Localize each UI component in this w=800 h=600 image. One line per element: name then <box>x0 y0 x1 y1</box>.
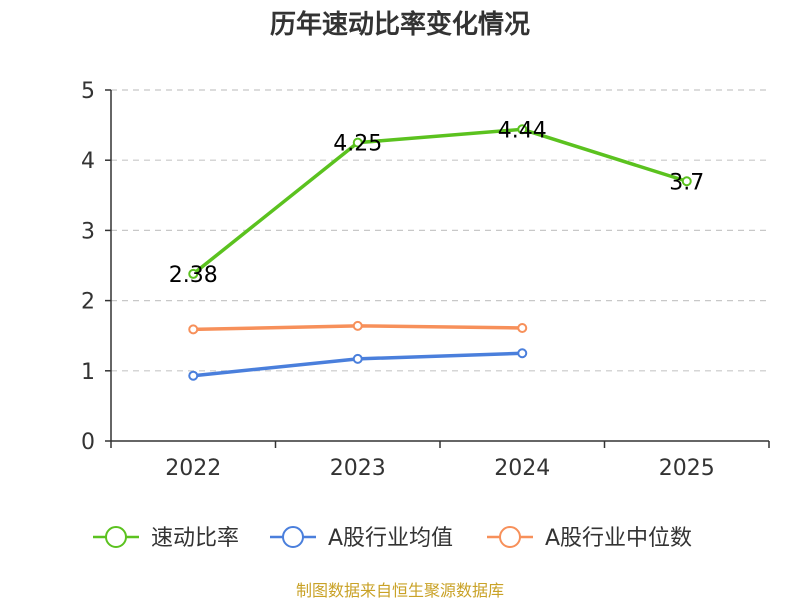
legend-item: A股行业中位数 <box>487 526 692 551</box>
data-point <box>188 268 199 279</box>
y-tick-label: 1 <box>81 360 95 385</box>
legend-item: 速动比率 <box>93 526 239 551</box>
data-point <box>352 137 363 148</box>
chart-title: 历年速动比率变化情况 <box>270 9 530 40</box>
data-label: 4.25 <box>333 132 382 157</box>
data-point <box>517 348 528 359</box>
x-tick-label: 2025 <box>659 456 715 481</box>
source-note: 制图数据来自恒生聚源数据库 <box>296 581 504 600</box>
y-tick-label: 2 <box>81 290 95 315</box>
data-point <box>517 124 528 135</box>
legend-marker <box>499 526 521 548</box>
x-tick-label: 2024 <box>494 456 550 481</box>
legend-label: 速动比率 <box>151 526 239 551</box>
data-point <box>188 370 199 381</box>
y-tick-label: 3 <box>81 219 95 244</box>
series-lines <box>188 124 692 381</box>
legend-item: A股行业均值 <box>270 526 453 551</box>
data-point <box>517 322 528 333</box>
series-line <box>191 127 689 276</box>
axes: 0 1 2 3 4 5 2022 2023 2024 2025 <box>81 79 770 481</box>
y-tick-label: 4 <box>81 149 95 174</box>
legend-label: A股行业中位数 <box>545 526 692 551</box>
y-tick-label: 5 <box>81 79 95 104</box>
data-point <box>188 324 199 335</box>
data-point <box>352 320 363 331</box>
x-tick-label: 2023 <box>330 456 386 481</box>
data-label: 2.38 <box>169 263 218 288</box>
legend-marker <box>105 526 127 548</box>
data-point <box>681 176 692 187</box>
data-labels: 2.38 4.25 4.44 3.7 <box>169 118 704 288</box>
legend-marker <box>282 526 304 548</box>
data-label: 4.44 <box>498 118 547 143</box>
legend: 速动比率 A股行业均值 A股行业中位数 <box>93 526 692 551</box>
legend-label: A股行业均值 <box>328 526 453 551</box>
x-tick-label: 2022 <box>165 456 221 481</box>
data-label: 3.7 <box>669 170 704 195</box>
y-tick-label: 0 <box>81 430 95 455</box>
data-point <box>352 353 363 364</box>
